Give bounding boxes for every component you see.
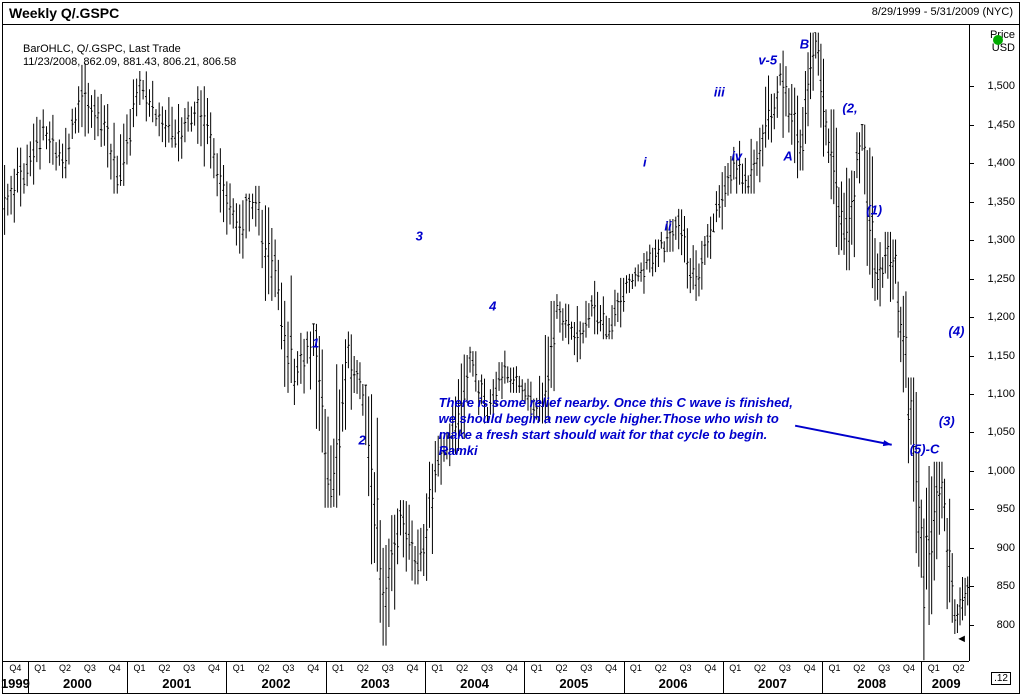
xtick-quarter: Q3 (580, 663, 592, 673)
xtick-year: 2003 (361, 676, 390, 691)
commentary-text: There is some relief nearby. Once this C… (439, 395, 793, 459)
xtick-quarter: Q2 (456, 663, 468, 673)
ytick-label: 1,000 (987, 465, 1015, 477)
xtick-quarter: Q1 (531, 663, 543, 673)
wave-label: ii (664, 218, 671, 233)
wave-label: B (800, 37, 809, 52)
xtick-quarter: Q4 (208, 663, 220, 673)
xtick-quarter: Q1 (928, 663, 940, 673)
xtick-quarter: Q1 (630, 663, 642, 673)
xtick-quarter: Q2 (754, 663, 766, 673)
xtick-year: 2007 (758, 676, 787, 691)
plot-area[interactable]: BarOHLC, Q/.GSPC, Last Trade 11/23/2008,… (3, 25, 969, 661)
ytick-label: 1,450 (987, 119, 1015, 131)
xtick-quarter: Q4 (9, 663, 21, 673)
xtick-quarter: Q1 (828, 663, 840, 673)
ytick-label: 1,400 (987, 157, 1015, 169)
xtick-quarter: Q2 (555, 663, 567, 673)
xtick-year: 2006 (659, 676, 688, 691)
xtick-quarter: Q1 (729, 663, 741, 673)
ytick-label: 850 (997, 580, 1015, 592)
xtick-quarter: Q4 (903, 663, 915, 673)
ytick-label: 1,300 (987, 234, 1015, 246)
xtick-quarter: Q2 (853, 663, 865, 673)
price-series-svg (3, 25, 969, 661)
last-value-box: .12 (991, 672, 1011, 685)
xtick-year: 2004 (460, 676, 489, 691)
wave-label: (4) (949, 324, 965, 339)
xtick-quarter: Q3 (282, 663, 294, 673)
xtick-year: 1999 (1, 676, 30, 691)
ytick-label: 800 (997, 619, 1015, 631)
wave-label: A (783, 148, 792, 163)
x-axis-panel: Q4 Q1 Q2 Q3 Q4 Q1 Q2 Q3 Q4 Q1 Q2 Q3 Q4 Q1 Q2 Q3 Q4 Q1 Q2 Q3… (3, 661, 969, 693)
xtick-year: 2001 (162, 676, 191, 691)
wave-label: (3) (939, 413, 955, 428)
xtick-quarter: Q3 (680, 663, 692, 673)
price-marker-icon: ◄ (956, 633, 967, 645)
wave-label: iii (714, 84, 725, 99)
series-info-line1: BarOHLC, Q/.GSPC, Last Trade (23, 43, 236, 56)
xtick-quarter: Q4 (407, 663, 419, 673)
ytick-label: 1,200 (987, 311, 1015, 323)
xtick-year: 2000 (63, 676, 92, 691)
ytick-label: 900 (997, 542, 1015, 554)
xtick-quarter: Q4 (605, 663, 617, 673)
status-dot-icon (993, 35, 1003, 45)
xtick-quarter: Q3 (779, 663, 791, 673)
ytick-label: 1,500 (987, 80, 1015, 92)
wave-label: 2 (359, 432, 366, 447)
wave-label: v-5 (758, 53, 777, 68)
wave-label: iv (731, 148, 742, 163)
ytick-label: 1,250 (987, 273, 1015, 285)
wave-label: i (643, 155, 647, 170)
ytick-label: 1,100 (987, 388, 1015, 400)
y-axis-panel: Price USD 8008509009501,0001,0501,1001,1… (969, 25, 1019, 661)
date-range: 8/29/1999 - 5/31/2009 (NYC) (872, 6, 1013, 18)
xtick-year: 2002 (262, 676, 291, 691)
xtick-quarter: Q1 (233, 663, 245, 673)
xtick-quarter: Q4 (307, 663, 319, 673)
xtick-quarter: Q2 (158, 663, 170, 673)
ytick-label: 1,350 (987, 196, 1015, 208)
wave-label: (5)-C (910, 442, 940, 457)
xtick-quarter: Q3 (878, 663, 890, 673)
ytick-label: 1,050 (987, 426, 1015, 438)
xtick-quarter: Q1 (34, 663, 46, 673)
xtick-quarter: Q3 (84, 663, 96, 673)
xtick-quarter: Q2 (357, 663, 369, 673)
xtick-quarter: Q1 (332, 663, 344, 673)
xtick-quarter: Q1 (133, 663, 145, 673)
xtick-quarter: Q2 (59, 663, 71, 673)
xtick-quarter: Q2 (655, 663, 667, 673)
xtick-quarter: Q1 (431, 663, 443, 673)
title-bar: Weekly Q/.GSPC 8/29/1999 - 5/31/2009 (NY… (3, 3, 1019, 25)
wave-label: (2, (842, 100, 857, 115)
xtick-year: 2008 (857, 676, 886, 691)
series-info: BarOHLC, Q/.GSPC, Last Trade 11/23/2008,… (23, 43, 236, 69)
xtick-quarter: Q4 (704, 663, 716, 673)
wave-label: (1) (866, 203, 882, 218)
ytick-label: 950 (997, 503, 1015, 515)
wave-label: 4 (489, 298, 496, 313)
xtick-quarter: Q3 (382, 663, 394, 673)
wave-label: 1 (312, 335, 319, 350)
xtick-quarter: Q4 (109, 663, 121, 673)
xtick-year: 2009 (932, 676, 961, 691)
chart-frame: Weekly Q/.GSPC 8/29/1999 - 5/31/2009 (NY… (2, 2, 1020, 694)
wave-label: 3 (416, 228, 423, 243)
ytick-label: 1,150 (987, 350, 1015, 362)
xtick-quarter: Q3 (183, 663, 195, 673)
xtick-year: 2005 (559, 676, 588, 691)
chart-title: Weekly Q/.GSPC (9, 5, 119, 21)
xtick-quarter: Q2 (258, 663, 270, 673)
xtick-quarter: Q3 (481, 663, 493, 673)
series-info-line2: 11/23/2008, 862.09, 881.43, 806.21, 806.… (23, 56, 236, 69)
xtick-quarter: Q2 (953, 663, 965, 673)
xtick-quarter: Q4 (506, 663, 518, 673)
xtick-quarter: Q4 (804, 663, 816, 673)
